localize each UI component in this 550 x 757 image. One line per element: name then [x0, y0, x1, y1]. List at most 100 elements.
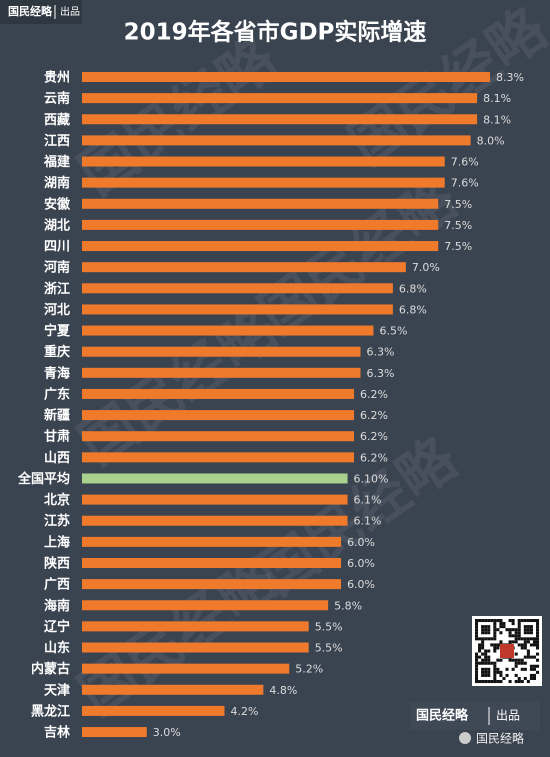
value-label: 6.2%	[360, 451, 388, 464]
qr-module	[526, 637, 530, 641]
qr-module	[520, 658, 524, 662]
qr-module	[496, 643, 500, 647]
header-badge	[0, 0, 82, 24]
qr-module	[481, 628, 485, 632]
qr-module	[481, 652, 485, 656]
qr-module	[475, 622, 479, 626]
value-label: 6.8%	[399, 282, 427, 295]
qr-module	[490, 637, 494, 641]
qr-module	[523, 631, 527, 635]
bars: 贵州 8.3% 云南 8.1% 西藏 8.1% 江西 8.0% 福建 7.6% 湖南 7.6% 安徽 7.…	[17, 70, 524, 741]
qr-module	[514, 680, 518, 684]
qr-module	[532, 664, 536, 668]
value-label: 8.0%	[477, 134, 505, 147]
qr-module	[505, 667, 509, 671]
qr-module	[481, 619, 485, 623]
qr-module	[484, 667, 488, 671]
qr-module	[536, 640, 540, 644]
qr-module	[493, 676, 497, 680]
header-tag: 出品	[60, 5, 80, 18]
qr-module	[496, 646, 500, 650]
qr-module	[478, 655, 482, 659]
category-label: 新疆	[44, 408, 70, 424]
footer-badge	[410, 702, 540, 730]
bar	[82, 325, 374, 336]
qr-module	[523, 661, 527, 665]
qr-module	[532, 640, 536, 644]
qr-module	[517, 658, 521, 662]
qr-module	[536, 619, 540, 623]
category-label: 浙江	[44, 281, 70, 297]
qr-module	[514, 661, 518, 665]
qr-module	[529, 664, 533, 668]
qr-module	[532, 667, 536, 671]
qr-module	[496, 628, 500, 632]
qr-module	[514, 631, 518, 635]
qr-module	[511, 628, 515, 632]
bar	[82, 262, 406, 273]
value-label: 6.3%	[367, 346, 395, 359]
value-label: 7.0%	[412, 261, 440, 274]
qr-module	[505, 628, 509, 632]
qr-module	[493, 628, 497, 632]
qr-module	[517, 628, 521, 632]
bar	[82, 219, 439, 230]
wechat-name: 国民经略	[476, 731, 524, 746]
qr-module	[526, 619, 530, 623]
qr-module	[526, 655, 530, 659]
qr-module	[475, 673, 479, 677]
qr-module	[536, 664, 540, 668]
qr-module	[532, 655, 536, 659]
qr-module	[475, 664, 479, 668]
bar	[82, 72, 491, 82]
category-label: 内蒙古	[31, 661, 70, 677]
qr-module	[514, 664, 518, 668]
qr-module	[493, 634, 497, 638]
qr-module	[481, 646, 485, 650]
header-brand: 国民经略	[8, 4, 53, 18]
qr-module	[526, 680, 530, 684]
qr-module	[493, 680, 497, 684]
qr-module	[481, 640, 485, 644]
category-label: 安徽	[44, 196, 71, 212]
qr-module	[529, 655, 533, 659]
bar	[82, 600, 329, 611]
qr-module	[493, 667, 497, 671]
qr-module	[499, 640, 503, 644]
qr-module	[484, 661, 488, 665]
qr-module	[487, 625, 491, 629]
qr-module	[475, 619, 479, 623]
qr-module	[526, 649, 530, 653]
bar	[82, 705, 225, 716]
qr-module	[529, 673, 533, 677]
qr-module	[532, 643, 536, 647]
category-label: 海南	[44, 598, 70, 614]
value-label: 5.5%	[315, 620, 343, 633]
qr-module	[487, 673, 491, 677]
qr-module	[481, 670, 485, 674]
qr-module	[517, 619, 521, 623]
qr-module	[508, 680, 512, 684]
bar	[82, 727, 147, 738]
qr-module	[523, 619, 527, 623]
category-label: 甘肃	[44, 429, 70, 445]
bar	[82, 410, 355, 421]
category-label: 辽宁	[44, 619, 70, 635]
value-label: 5.8%	[334, 599, 362, 612]
footer-tag: 出品	[496, 709, 520, 723]
value-label: 7.6%	[451, 156, 479, 169]
qr-module	[481, 673, 485, 677]
qr-module	[493, 643, 497, 647]
qr-module	[523, 655, 527, 659]
qr-module	[484, 673, 488, 677]
qr-module	[529, 643, 533, 647]
qr-module	[484, 631, 488, 635]
qr-module	[481, 643, 485, 647]
qr-module	[514, 640, 518, 644]
bar	[82, 93, 478, 104]
qr-module	[499, 622, 503, 626]
qr-module	[517, 625, 521, 629]
value-label: 3.0%	[153, 726, 181, 739]
qr-module	[475, 655, 479, 659]
